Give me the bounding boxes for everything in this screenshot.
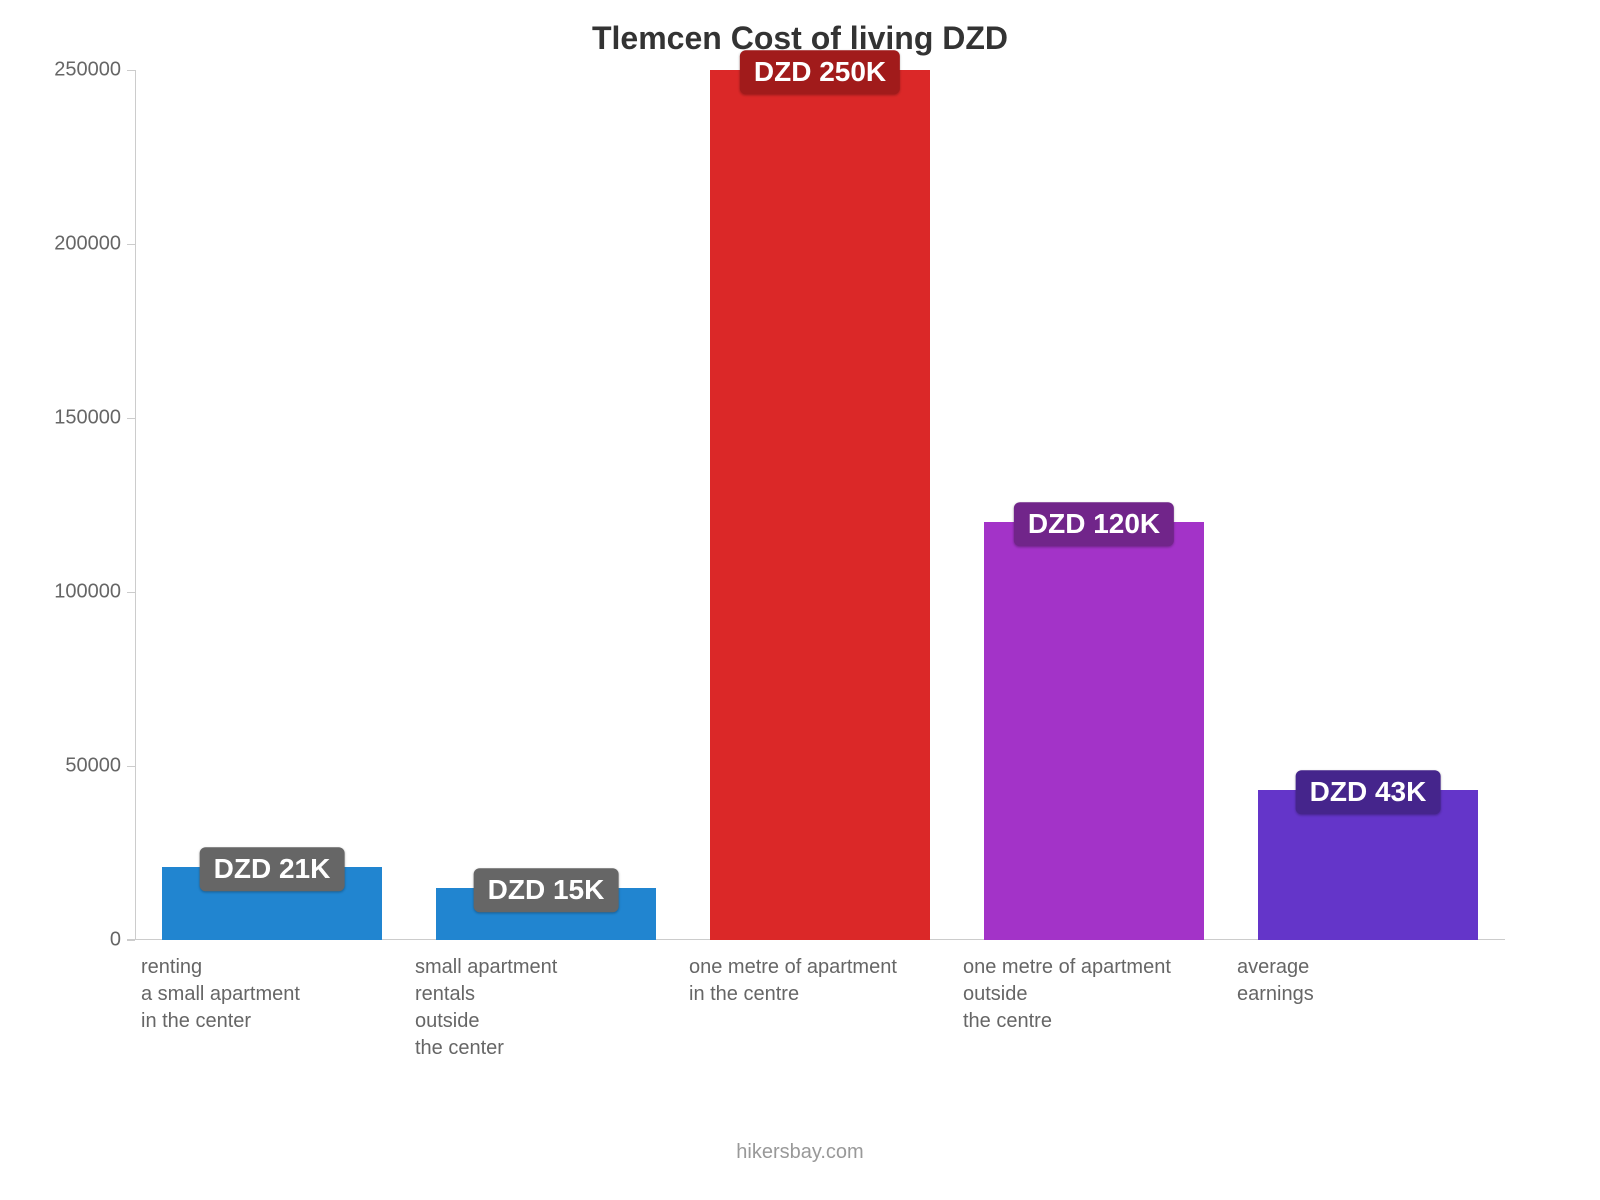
x-axis-label: one metre of apartmentoutsidethe centre <box>957 954 1231 1062</box>
bar: DZD 15K <box>436 888 655 940</box>
bar: DZD 250K <box>710 70 929 940</box>
value-badge: DZD 250K <box>740 50 900 94</box>
y-tick-label: 200000 <box>54 233 135 256</box>
y-tick-label: 100000 <box>54 581 135 604</box>
value-badge: DZD 21K <box>200 847 345 891</box>
value-badge: DZD 120K <box>1014 503 1174 547</box>
x-axis-labels: rentinga small apartmentin the centersma… <box>135 954 1505 1062</box>
x-axis-label: small apartmentrentalsoutsidethe center <box>409 954 683 1062</box>
bar-slot: DZD 43K <box>1231 70 1505 940</box>
y-tick-label: 0 <box>110 929 135 952</box>
bar: DZD 43K <box>1258 790 1477 940</box>
value-badge: DZD 15K <box>474 868 619 912</box>
y-tick-label: 50000 <box>65 755 135 778</box>
bar: DZD 120K <box>984 522 1203 940</box>
bars-container: DZD 21K DZD 15K DZD 250K DZD 120K DZD 43K <box>135 70 1505 940</box>
bar-slot: DZD 15K <box>409 70 683 940</box>
plot-area: 050000100000150000200000250000 DZD 21KDZ… <box>135 70 1505 940</box>
source-credit: hikersbay.com <box>0 1141 1600 1164</box>
cost-of-living-chart: Tlemcen Cost of living DZD 0500001000001… <box>0 0 1600 1200</box>
x-axis-label: rentinga small apartmentin the center <box>135 954 409 1062</box>
x-axis-label: averageearnings <box>1231 954 1505 1062</box>
bar-slot: DZD 21K <box>135 70 409 940</box>
bar-slot: DZD 250K <box>683 70 957 940</box>
x-axis-label: one metre of apartmentin the centre <box>683 954 957 1062</box>
bar: DZD 21K <box>162 867 381 940</box>
value-badge: DZD 43K <box>1296 771 1441 815</box>
y-tick-label: 150000 <box>54 407 135 430</box>
bar-slot: DZD 120K <box>957 70 1231 940</box>
y-tick-label: 250000 <box>54 59 135 82</box>
